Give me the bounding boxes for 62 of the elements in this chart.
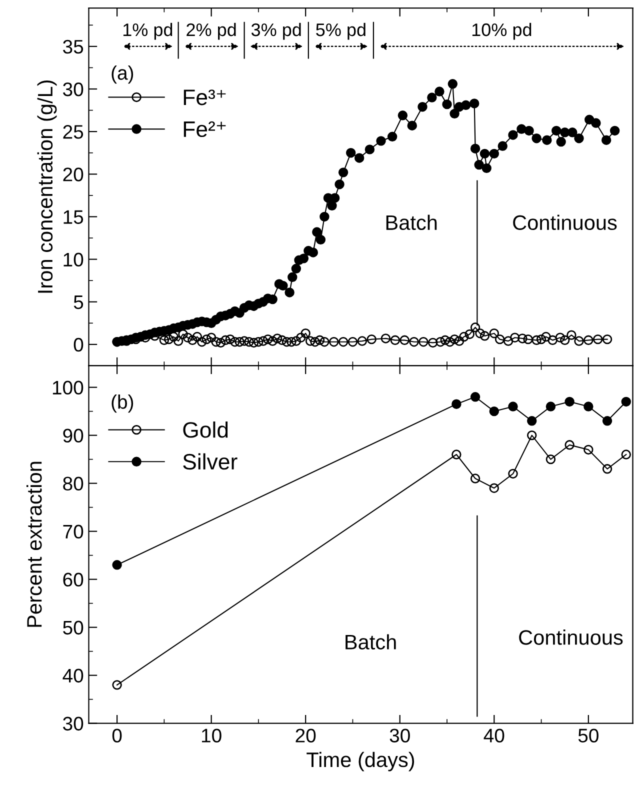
point (584, 444, 594, 455)
x-tick-label: 0 (112, 728, 122, 742)
point (546, 402, 556, 412)
y-tick-label: 50 (63, 620, 84, 635)
y-tick-label: 25 (63, 125, 84, 139)
x-tick-label: 30 (390, 728, 410, 742)
x-axis-title: Time (days) (306, 752, 414, 772)
y-tick-label: 5 (74, 296, 84, 310)
annotation: 5% pd (316, 22, 366, 40)
point (508, 468, 518, 479)
legend-label: Gold (183, 421, 228, 438)
x-tick-label: 40 (484, 728, 504, 742)
y-tick-label: 20 (63, 168, 84, 182)
point (602, 464, 612, 474)
annotation: Continuous (519, 630, 623, 645)
point (489, 406, 500, 416)
point (621, 450, 631, 460)
y-tick-label: 40 (62, 668, 84, 683)
y-tick-label: 100 (52, 380, 84, 395)
point (470, 474, 480, 484)
point (526, 430, 537, 440)
annotation: (b) (112, 394, 134, 413)
x-tick-label: 20 (296, 728, 316, 742)
point (602, 416, 612, 426)
y-tick-label: 10 (64, 252, 84, 267)
y-tick-label: 35 (63, 40, 84, 54)
y-tick-label: 0 (74, 338, 84, 352)
x-tick-label: 10 (202, 728, 222, 742)
x-tick-label: 50 (578, 728, 598, 742)
annotation: (a) (112, 66, 134, 84)
y-tick-label: 70 (63, 524, 84, 539)
annotation: 2% pd (186, 22, 236, 40)
legend-label: Fe³⁺ (184, 90, 226, 106)
legend-label: Silver (183, 453, 238, 470)
point (452, 450, 462, 460)
point (526, 416, 537, 426)
annotation: 3% pd (251, 22, 301, 40)
annotation: 1% pd (123, 22, 172, 40)
annotation: Batch (346, 634, 396, 650)
point (546, 454, 556, 464)
y-tick-label: 60 (63, 572, 84, 587)
y-axis-title: Percent extraction (26, 462, 42, 627)
y-tick-label: 30 (63, 716, 84, 731)
point (112, 560, 122, 570)
y-tick-label: 80 (63, 476, 84, 491)
point (470, 392, 480, 402)
y-axis-title: Iron concentration (g/L) (37, 80, 57, 293)
point (564, 396, 574, 407)
y-tick-label: 90 (63, 428, 84, 443)
point (564, 440, 574, 450)
y-tick-label: 30 (63, 82, 84, 96)
point (112, 680, 122, 690)
point (452, 399, 462, 409)
legend-label: Fe²⁺ (184, 121, 226, 138)
annotation: Batch (386, 214, 437, 230)
point (621, 396, 631, 407)
point (489, 483, 500, 493)
annotation: Continuous (513, 214, 617, 230)
annotation: 10% pd (472, 22, 532, 40)
y-tick-label: 15 (64, 210, 84, 224)
point (584, 402, 594, 412)
point (508, 402, 518, 412)
